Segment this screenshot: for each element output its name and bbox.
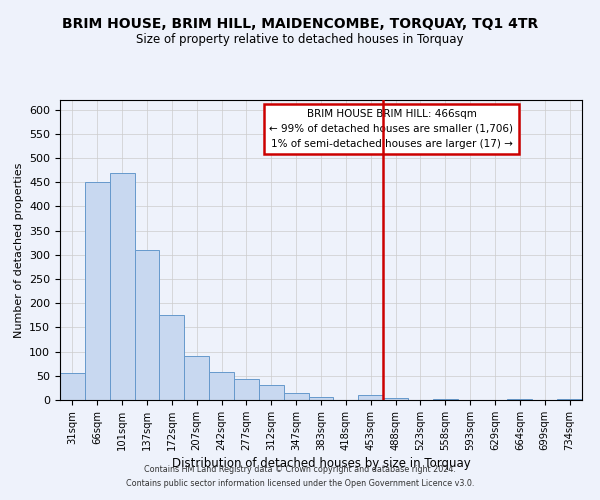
- Bar: [85, 182, 110, 400]
- Bar: [110, 172, 134, 400]
- Bar: [308, 396, 334, 400]
- Text: Contains HM Land Registry data © Crown copyright and database right 2024.
Contai: Contains HM Land Registry data © Crown c…: [126, 466, 474, 487]
- Bar: [284, 392, 308, 400]
- Bar: [234, 379, 259, 400]
- Bar: [383, 398, 408, 400]
- Bar: [60, 374, 85, 400]
- Text: Size of property relative to detached houses in Torquay: Size of property relative to detached ho…: [136, 32, 464, 46]
- X-axis label: Distribution of detached houses by size in Torquay: Distribution of detached houses by size …: [172, 457, 470, 470]
- Text: BRIM HOUSE, BRIM HILL, MAIDENCOMBE, TORQUAY, TQ1 4TR: BRIM HOUSE, BRIM HILL, MAIDENCOMBE, TORQ…: [62, 18, 538, 32]
- Bar: [160, 316, 184, 400]
- Y-axis label: Number of detached properties: Number of detached properties: [14, 162, 23, 338]
- Bar: [433, 398, 458, 400]
- Bar: [508, 399, 532, 400]
- Bar: [134, 250, 160, 400]
- Bar: [259, 384, 284, 400]
- Bar: [358, 395, 383, 400]
- Bar: [557, 399, 582, 400]
- Bar: [209, 372, 234, 400]
- Bar: [184, 356, 209, 400]
- Text: BRIM HOUSE BRIM HILL: 466sqm
← 99% of detached houses are smaller (1,706)
1% of : BRIM HOUSE BRIM HILL: 466sqm ← 99% of de…: [269, 109, 514, 148]
